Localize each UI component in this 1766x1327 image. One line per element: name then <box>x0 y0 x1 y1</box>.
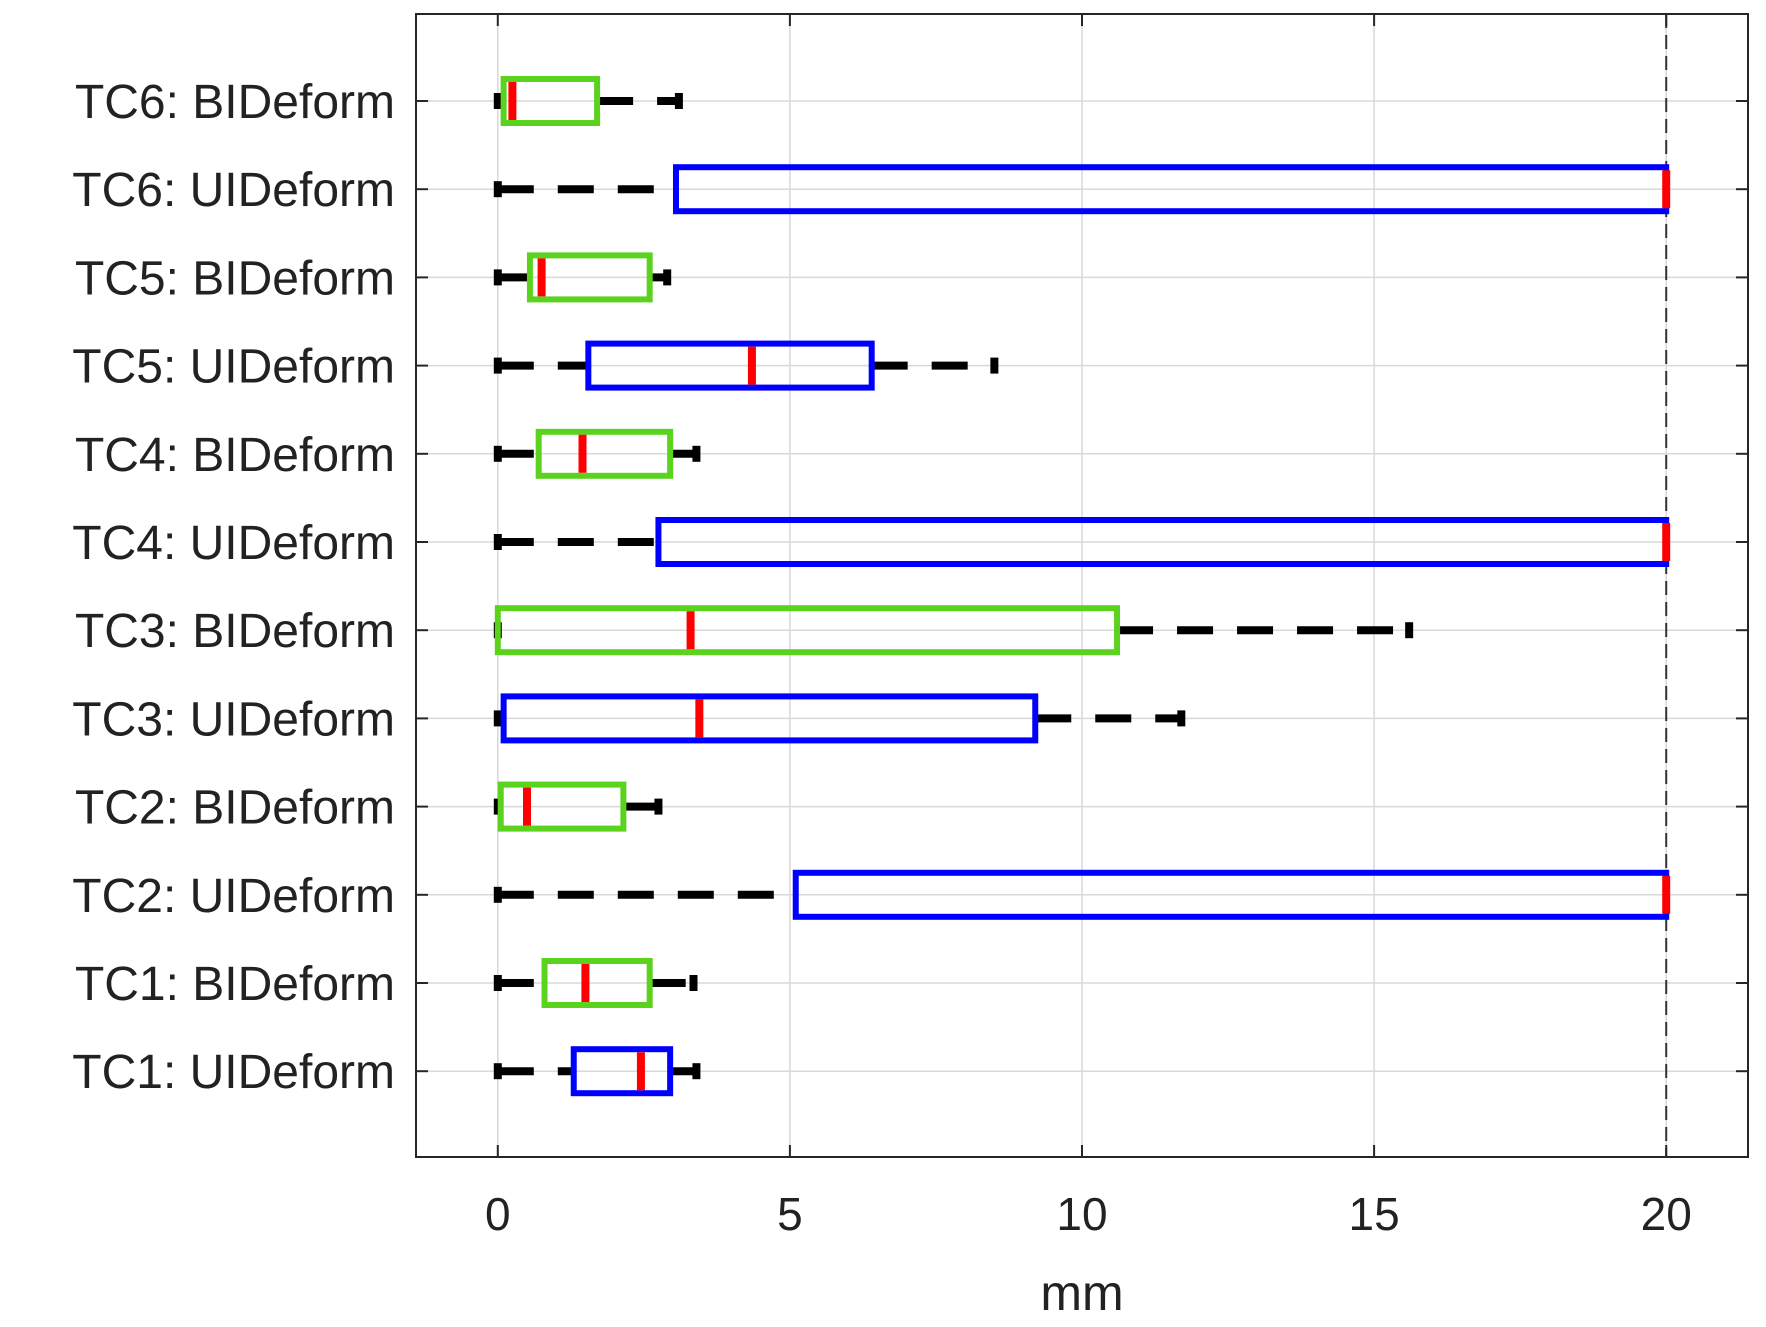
x-tick-label: 20 <box>1641 1188 1692 1240</box>
category-label: TC3: BIDeform <box>75 605 395 658</box>
x-tick-label: 0 <box>485 1188 511 1240</box>
uideform-box <box>500 693 1039 744</box>
grid-layer <box>416 14 1748 1157</box>
whisker-layer <box>493 93 1414 1080</box>
x-tick-label: 5 <box>777 1188 803 1240</box>
category-label: TC1: BIDeform <box>75 958 395 1011</box>
bideform-box <box>535 428 674 479</box>
category-label: TC6: UIDeform <box>72 164 395 217</box>
uideform-box <box>585 340 875 391</box>
category-label: TC2: UIDeform <box>72 870 395 923</box>
category-label: TC1: UIDeform <box>72 1046 395 1099</box>
category-label: TC5: UIDeform <box>72 341 395 394</box>
x-tick-label: 15 <box>1349 1188 1400 1240</box>
bideform-box <box>526 252 653 303</box>
category-label: TC6: BIDeform <box>75 76 395 129</box>
uideform-box <box>570 1046 674 1097</box>
category-label: TC3: UIDeform <box>72 693 395 746</box>
category-label: TC4: BIDeform <box>75 429 395 482</box>
bideform-box <box>494 605 1121 656</box>
label-layer: 0 5 10 15 20 TC6: BIDeform TC6: UIDeform TC5: B… <box>72 76 1692 1240</box>
bideform-box <box>541 958 653 1008</box>
bideform-box <box>500 76 601 126</box>
bideform-box <box>497 781 627 832</box>
median-layer <box>508 82 1671 1091</box>
x-tick-label: 10 <box>1056 1188 1107 1240</box>
category-label: TC5: BIDeform <box>75 252 395 305</box>
uideform-box <box>672 164 1670 215</box>
category-label: TC2: BIDeform <box>75 782 395 835</box>
category-label: TC4: UIDeform <box>72 517 395 570</box>
x-axis-label: mm <box>1040 1265 1123 1321</box>
uideform-box <box>792 869 1670 920</box>
tick-layer <box>416 14 1748 1157</box>
uideform-box <box>655 517 1670 567</box>
